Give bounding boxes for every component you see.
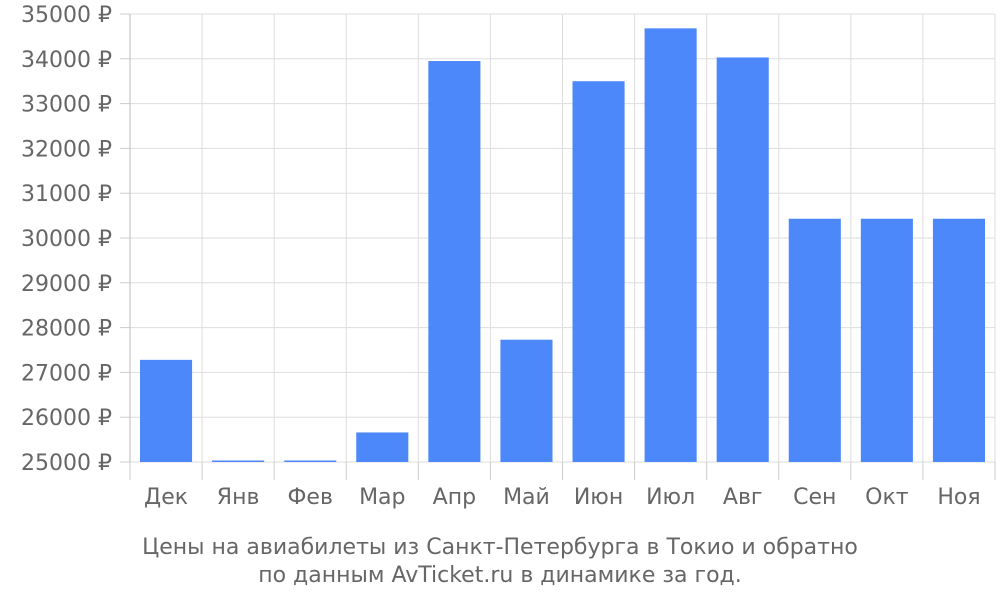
bar-Дек [140,359,193,462]
bar-Сен [788,218,841,462]
x-tick-label: Сен [793,485,836,510]
x-tick-label: Июн [574,485,623,510]
x-tick-label: Авг [723,485,763,510]
y-tick-label: 28000 ₽ [21,317,112,342]
y-tick-label: 34000 ₽ [21,48,112,73]
y-tick-label: 35000 ₽ [21,3,112,28]
chart-title-line-2: по данным AvTicket.ru в динамике за год. [258,563,742,588]
x-tick-label: Ноя [937,485,980,510]
y-tick-label: 26000 ₽ [21,406,112,431]
bar-Авг [716,57,769,463]
x-tick-label: Янв [217,485,260,510]
x-tick-label: Окт [865,485,909,510]
x-tick-label: Апр [433,485,476,510]
x-tick-label: Дек [144,485,188,510]
bar-Июн [572,81,625,462]
y-tick-label: 25000 ₽ [21,451,112,476]
x-tick-label: Мар [359,485,405,510]
bar-Окт [860,218,913,462]
y-tick-label: 33000 ₽ [21,93,112,118]
bar-Май [500,339,553,462]
bar-chart: 25000 ₽ 26000 ₽ 27000 ₽ 28000 ₽ 29000 ₽ 30000… [21,3,996,510]
x-tick-label: Июл [646,485,695,510]
bar-Июл [644,28,697,463]
bar-Фев [284,460,337,462]
y-tick-label: 29000 ₽ [21,272,112,297]
y-tick-label: 27000 ₽ [21,361,112,386]
y-tick-label: 30000 ₽ [21,227,112,252]
bar-Апр [428,61,481,462]
x-tick-label: Май [503,485,550,510]
y-tick-label: 32000 ₽ [21,137,112,162]
bar-Янв [212,460,265,462]
chart-title-line-1: Цены на авиабилеты из Санкт-Петербурга в… [142,535,858,560]
y-tick-label: 31000 ₽ [21,182,112,207]
bar-Ноя [932,218,985,462]
x-tick-label: Фев [287,485,332,510]
bar-Мар [356,432,409,462]
